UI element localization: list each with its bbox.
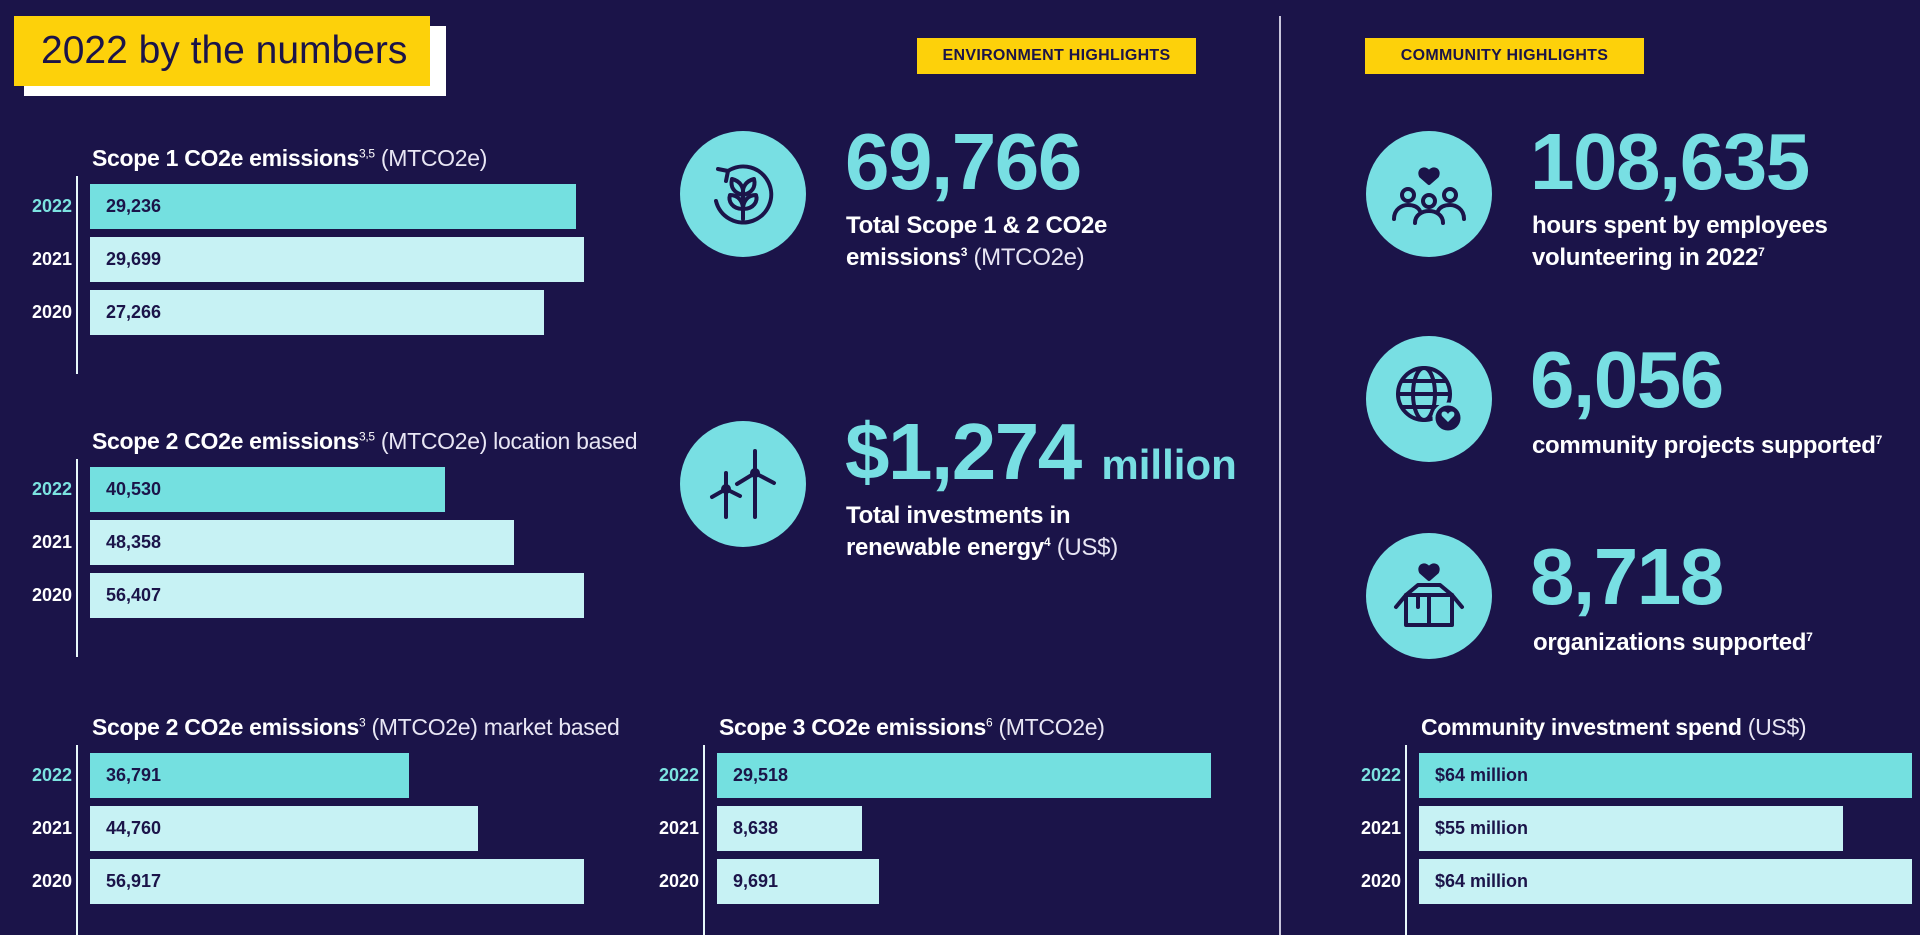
- bar-row-2022: 2022 $64 million: [1343, 753, 1920, 798]
- year-label: 2020: [1360, 871, 1401, 891]
- bar-2020: [1419, 859, 1912, 904]
- year-label: 2020: [31, 302, 72, 322]
- bar-row-2021: 2021 29,699: [14, 237, 634, 282]
- people-heart-icon: [1366, 131, 1492, 257]
- bar-value-label: 8,638: [733, 818, 779, 838]
- bar-2022: [717, 753, 1211, 798]
- organizations-value: 8,718: [1530, 532, 1724, 621]
- year-label: 2021: [31, 249, 72, 269]
- chart-title: Scope 3 CO2e emissions6 (MTCO2e): [719, 714, 1105, 740]
- community-projects-description: community projects supported7: [1532, 432, 1883, 459]
- bar-value-label: 56,917: [106, 871, 162, 891]
- bar-value-label: 56,407: [106, 585, 162, 605]
- bar-value-label: 27,266: [106, 302, 162, 322]
- bar-row-2020: 2020 56,917: [14, 859, 634, 904]
- globe-heart-icon: [1366, 336, 1492, 462]
- total-emissions-description: Total Scope 1 & 2 CO2e emissions3 (MTCO2…: [846, 212, 1108, 271]
- bar-value-label: $55 million: [1435, 818, 1529, 838]
- environment-highlights-tag: ENVIRONMENT HIGHLIGHTS: [917, 38, 1196, 74]
- bar-2020: [90, 573, 584, 618]
- bar-row-2020: 2020 9,691: [641, 859, 1261, 904]
- bar-value-label: 9,691: [733, 871, 779, 891]
- bar-2020: [717, 859, 879, 904]
- year-label: 2022: [1360, 765, 1401, 785]
- chart-axis: [703, 745, 705, 935]
- chart-axis: [1405, 745, 1407, 935]
- bar-value-label: 29,699: [106, 249, 162, 269]
- bar-row-2021: 2021 44,760: [14, 806, 634, 851]
- chart-title: Community investment spend (US$): [1421, 714, 1807, 740]
- bar-row-2020: 2020 $64 million: [1343, 859, 1920, 904]
- bar-2021: [1419, 806, 1843, 851]
- chart-axis: [76, 176, 78, 374]
- bar-2021: [717, 806, 862, 851]
- bar-row-2022: 2022 29,236: [14, 184, 634, 229]
- bar-2022: [1419, 753, 1912, 798]
- bar-2022: [90, 467, 445, 512]
- year-label: 2020: [658, 871, 699, 891]
- bar-value-label: 29,518: [733, 765, 789, 785]
- renewable-investment-value: $1,274 million: [845, 407, 1237, 496]
- box-heart-icon: [1366, 533, 1492, 659]
- chart-axis: [76, 745, 78, 935]
- bar-value-label: 36,791: [106, 765, 162, 785]
- chart-title: Scope 1 CO2e emissions3,5 (MTCO2e): [92, 145, 488, 171]
- volunteer-hours-value: 108,635: [1530, 117, 1810, 206]
- year-label: 2022: [31, 479, 72, 499]
- bar-2022: [90, 753, 409, 798]
- renewable-investment-description: Total investments in renewable energy4 (…: [846, 502, 1118, 561]
- bar-row-2022: 2022 36,791: [14, 753, 634, 798]
- bar-2020: [90, 859, 584, 904]
- year-label: 2022: [658, 765, 699, 785]
- bar-row-2020: 2020 56,407: [14, 573, 634, 618]
- chart-axis: [76, 459, 78, 657]
- total-emissions-value: 69,766: [845, 117, 1082, 206]
- year-label: 2020: [31, 585, 72, 605]
- bar-row-2021: 2021 8,638: [641, 806, 1261, 851]
- bar-2021: [90, 806, 478, 851]
- bar-value-label: $64 million: [1435, 765, 1529, 785]
- community-projects-value: 6,056: [1530, 335, 1724, 424]
- page-title: 2022 by the numbers: [14, 16, 430, 86]
- bar-value-label: $64 million: [1435, 871, 1529, 891]
- year-label: 2022: [31, 765, 72, 785]
- title-banner: 2022 by the numbers: [14, 16, 446, 96]
- bar-row-2022: 2022 29,518: [641, 753, 1261, 798]
- chart-title: Scope 2 CO2e emissions3,5 (MTCO2e) locat…: [92, 428, 638, 454]
- bar-value-label: 44,760: [106, 818, 162, 838]
- bar-2020: [90, 290, 544, 335]
- year-label: 2021: [658, 818, 699, 838]
- volunteer-hours-description: hours spent by employees volunteering in…: [1532, 212, 1828, 271]
- bar-row-2022: 2022 40,530: [14, 467, 634, 512]
- column-divider: [1279, 16, 1281, 935]
- bar-value-label: 48,358: [106, 532, 162, 552]
- chart-title: Scope 2 CO2e emissions3 (MTCO2e) market …: [92, 714, 620, 740]
- year-label: 2022: [31, 196, 72, 216]
- bar-row-2021: 2021 $55 million: [1343, 806, 1920, 851]
- bar-row-2021: 2021 48,358: [14, 520, 634, 565]
- community-highlights-tag: COMMUNITY HIGHLIGHTS: [1365, 38, 1644, 74]
- leaf-cycle-icon: [680, 131, 806, 257]
- bar-value-label: 40,530: [106, 479, 162, 499]
- year-label: 2021: [1360, 818, 1401, 838]
- bar-2021: [90, 520, 514, 565]
- wind-turbine-icon: [680, 421, 806, 547]
- organizations-description: organizations supported7: [1533, 629, 1813, 656]
- year-label: 2020: [31, 871, 72, 891]
- bar-2021: [90, 237, 584, 282]
- year-label: 2021: [31, 818, 72, 838]
- bar-value-label: 29,236: [106, 196, 162, 216]
- bar-2022: [90, 184, 576, 229]
- year-label: 2021: [31, 532, 72, 552]
- bar-row-2020: 2020 27,266: [14, 290, 634, 335]
